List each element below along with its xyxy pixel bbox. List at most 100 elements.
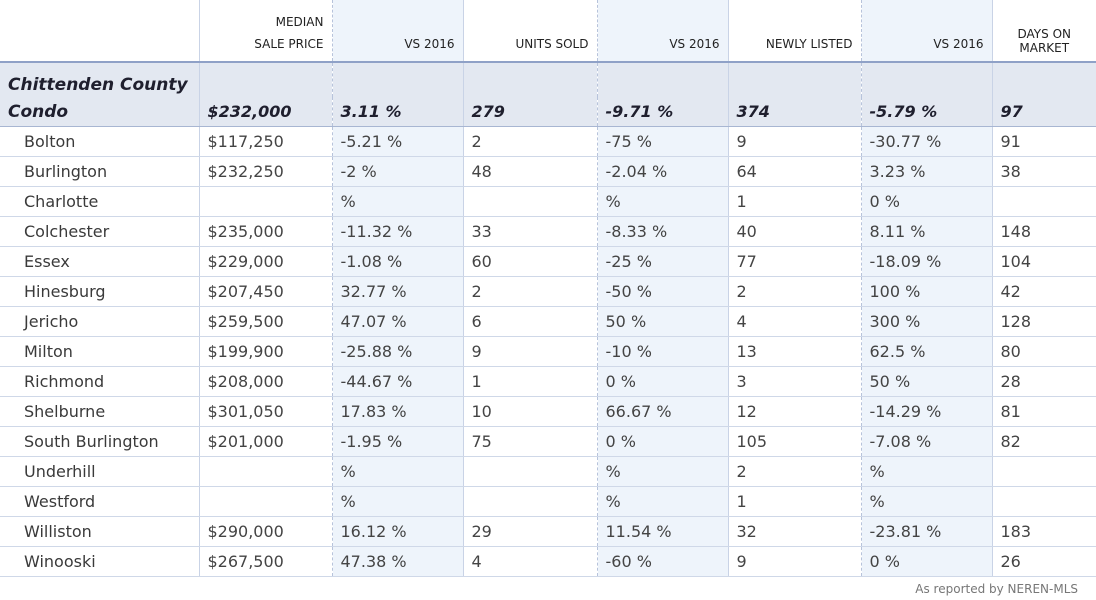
cell-units-sold — [462, 186, 597, 217]
cell-median-price: $301,050 — [198, 396, 332, 427]
cell-units-sold: 10 — [462, 396, 597, 427]
cell-median-price: $259,500 — [198, 306, 332, 337]
table-row: Winooski $267,500 47.38 % 4 -60 % 9 0 % 26 — [0, 546, 1096, 577]
cell-median-price: $199,900 — [198, 336, 332, 367]
summary-newly-listed: 374 — [727, 97, 861, 127]
cell-median-price: $290,000 — [198, 516, 332, 547]
cell-median-price: $267,500 — [198, 546, 332, 577]
cell-units-sold — [462, 486, 597, 517]
cell-median-price: $207,450 — [198, 276, 332, 307]
cell-vs-2016-listed: -18.09 % — [860, 246, 992, 277]
cell-vs-2016-listed: % — [860, 456, 992, 487]
cell-vs-2016-price: % — [331, 456, 463, 487]
cell-vs-2016-listed: -30.77 % — [860, 126, 992, 157]
town-rows: Bolton $117,250 -5.21 % 2 -75 % 9 -30.77 % 91 Bu… — [0, 126, 1096, 577]
cell-median-price — [198, 186, 332, 217]
cell-days-on-market: 38 — [991, 156, 1096, 187]
cell-newly-listed: 2 — [727, 276, 861, 307]
market-stats-table: Median Sale Price vs 2016 Units Sold vs … — [0, 0, 1096, 577]
cell-vs-2016-units: % — [596, 486, 728, 517]
cell-days-on-market — [991, 186, 1096, 217]
header-days-on-market: Days on Market — [991, 0, 1096, 62]
source-credit: As reported by NEREN-MLS — [915, 582, 1078, 596]
summary-block: Chittenden County Condo $232,000 3.11 % … — [0, 62, 1096, 127]
cell-newly-listed: 3 — [727, 366, 861, 397]
cell-days-on-market: 148 — [991, 216, 1096, 247]
cell-newly-listed: 2 — [727, 456, 861, 487]
cell-days-on-market: 82 — [991, 426, 1096, 457]
cell-vs-2016-units: -25 % — [596, 246, 728, 277]
header-units-sold: Units Sold — [462, 0, 597, 62]
table-row: Westford%% 1% — [0, 486, 1096, 517]
header-median-line2: Sale Price — [254, 37, 324, 51]
cell-units-sold: 60 — [462, 246, 597, 277]
cell-town: Williston — [0, 516, 199, 547]
cell-days-on-market: 80 — [991, 336, 1096, 367]
table-row: Hinesburg $207,450 32.77 % 2 -50 % 2 100 % 42 — [0, 276, 1096, 307]
cell-vs-2016-price: -2 % — [331, 156, 463, 187]
cell-town: Richmond — [0, 366, 199, 397]
cell-vs-2016-listed: % — [860, 486, 992, 517]
cell-median-price — [198, 486, 332, 517]
cell-days-on-market: 183 — [991, 516, 1096, 547]
cell-vs-2016-listed: 0 % — [860, 546, 992, 577]
cell-town: Shelburne — [0, 396, 199, 427]
cell-days-on-market: 104 — [991, 246, 1096, 277]
cell-units-sold: 75 — [462, 426, 597, 457]
table-row: Shelburne $301,050 17.83 % 10 66.67 % 12 -14.2… — [0, 396, 1096, 427]
cell-days-on-market: 91 — [991, 126, 1096, 157]
cell-vs-2016-units: -75 % — [596, 126, 728, 157]
cell-newly-listed: 105 — [727, 426, 861, 457]
cell-vs-2016-units: -60 % — [596, 546, 728, 577]
cell-town: Milton — [0, 336, 199, 367]
summary-region: Chittenden County — [0, 62, 199, 97]
cell-newly-listed: 77 — [727, 246, 861, 277]
cell-town: Winooski — [0, 546, 199, 577]
cell-vs-2016-units: 0 % — [596, 366, 728, 397]
cell-newly-listed: 9 — [727, 546, 861, 577]
cell-units-sold: 9 — [462, 336, 597, 367]
cell-vs-2016-listed: -23.81 % — [860, 516, 992, 547]
cell-vs-2016-listed: 100 % — [860, 276, 992, 307]
cell-newly-listed: 4 — [727, 306, 861, 337]
cell-median-price: $117,250 — [198, 126, 332, 157]
summary-vs-2016-units: -9.71 % — [596, 97, 728, 127]
summary-row-region: Chittenden County — [0, 62, 1096, 97]
cell-median-price: $235,000 — [198, 216, 332, 247]
cell-vs-2016-price: 17.83 % — [331, 396, 463, 427]
header-vs-2016-listed: vs 2016 — [860, 0, 992, 62]
header-town — [0, 0, 199, 62]
cell-vs-2016-price: 32.77 % — [331, 276, 463, 307]
cell-town: Jericho — [0, 306, 199, 337]
cell-vs-2016-listed: 0 % — [860, 186, 992, 217]
header-median-line1: Median — [275, 15, 324, 29]
cell-units-sold: 1 — [462, 366, 597, 397]
cell-vs-2016-price: -44.67 % — [331, 366, 463, 397]
table-row: Burlington $232,250 -2 % 48 -2.04 % 64 3.23 % 3… — [0, 156, 1096, 187]
cell-vs-2016-price: -5.21 % — [331, 126, 463, 157]
cell-town: Charlotte — [0, 186, 199, 217]
cell-vs-2016-price: -1.08 % — [331, 246, 463, 277]
cell-median-price — [198, 456, 332, 487]
cell-vs-2016-units: 0 % — [596, 426, 728, 457]
cell-units-sold: 6 — [462, 306, 597, 337]
cell-newly-listed: 13 — [727, 336, 861, 367]
table-header: Median Sale Price vs 2016 Units Sold vs … — [0, 0, 1096, 62]
cell-newly-listed: 40 — [727, 216, 861, 247]
table-row: Essex $229,000 -1.08 % 60 -25 % 77 -18.09 % 104 — [0, 246, 1096, 277]
cell-days-on-market: 42 — [991, 276, 1096, 307]
header-newly-listed: Newly Listed — [727, 0, 861, 62]
cell-vs-2016-price: 16.12 % — [331, 516, 463, 547]
cell-days-on-market: 81 — [991, 396, 1096, 427]
table-row: South Burlington $201,000 -1.95 % 75 0 % 105-… — [0, 426, 1096, 457]
summary-days-on-market: 97 — [991, 97, 1096, 127]
cell-vs-2016-units: % — [596, 456, 728, 487]
cell-vs-2016-listed: 50 % — [860, 366, 992, 397]
cell-units-sold: 29 — [462, 516, 597, 547]
cell-vs-2016-listed: -7.08 % — [860, 426, 992, 457]
cell-vs-2016-units: -10 % — [596, 336, 728, 367]
cell-vs-2016-units: 11.54 % — [596, 516, 728, 547]
header-vs-2016-units: vs 2016 — [596, 0, 728, 62]
table-row: Richmond $208,000 -44.67 % 1 0 % 3 50 % 28 — [0, 366, 1096, 397]
cell-units-sold: 2 — [462, 276, 597, 307]
